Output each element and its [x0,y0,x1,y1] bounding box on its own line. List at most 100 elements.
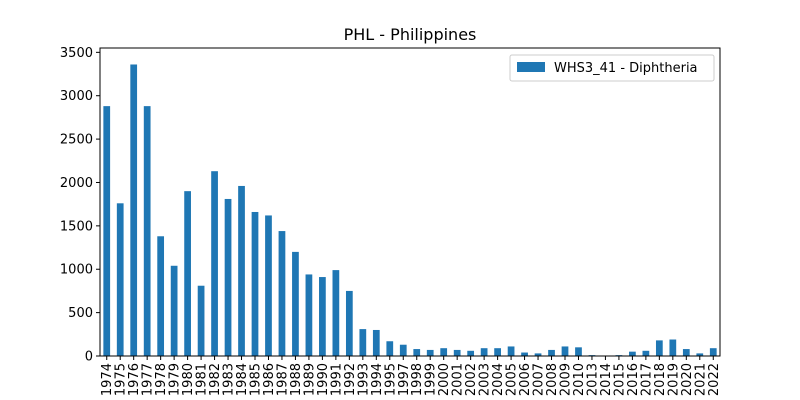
x-tick-label: 1976 [127,363,142,396]
x-tick-label: 1992 [343,363,358,396]
x-tick-label: 2022 [707,363,722,396]
x-tick-label: 2009 [559,363,574,396]
bar-2017 [642,350,650,356]
bar-1988 [292,251,299,356]
bar-1986 [265,215,272,356]
bar-1979 [170,265,178,356]
x-tick-label: 2006 [518,363,533,396]
x-tick-label: 1986 [262,363,277,396]
x-tick-label: 1975 [114,363,129,396]
bar-1983 [224,198,232,356]
bar-2006 [521,352,528,356]
bar-2010 [575,347,582,356]
bar-1978 [157,236,165,356]
bar-2021 [696,353,704,356]
x-tick-label: 1984 [235,363,250,396]
x-tick-label: 1989 [302,363,317,396]
x-axis: 1974197519761977197819791980198119821983… [100,356,722,396]
bar-1984 [238,185,245,356]
bar-2020 [682,349,690,356]
bar-1981 [197,285,205,356]
y-tick-label: 500 [68,306,93,321]
bar-1991 [332,270,340,356]
x-tick-label: 1985 [249,363,264,396]
bar-1995 [386,341,394,356]
x-tick-label: 1983 [222,363,237,396]
bar-1997 [399,344,407,356]
bar-2000 [440,348,448,356]
bar-1998 [413,349,421,356]
plot-frame [99,47,721,357]
bar-2019 [669,339,677,356]
bar-1974 [103,106,111,356]
y-tick-label: 1500 [60,219,93,234]
bar-1993 [359,329,367,356]
x-tick-label: 1993 [356,363,371,396]
x-tick-label: 1977 [141,363,156,396]
x-tick-label: 2004 [491,363,506,396]
x-tick-label: 2018 [653,363,668,396]
bar-1975 [116,203,124,356]
bar-2007 [534,353,542,356]
x-tick-label: 2020 [680,363,695,396]
x-tick-label: 2015 [612,363,627,396]
y-tick-label: 3000 [60,89,93,104]
x-tick-label: 1997 [397,363,412,396]
x-tick-label: 1999 [424,363,439,396]
bar-1987 [278,231,286,356]
y-tick-label: 0 [85,350,93,365]
bar-1999 [426,349,434,356]
bar-1982 [211,171,218,356]
x-tick-label: 2001 [451,363,466,396]
x-tick-label: 1990 [316,363,331,396]
y-tick-label: 1000 [60,263,93,278]
legend-box [509,54,715,82]
x-tick-label: 2021 [693,363,708,396]
bar-2004 [494,348,501,356]
x-tick-label: 1987 [275,363,290,396]
x-tick-label: 1981 [195,363,210,396]
bar-1994 [372,329,380,356]
bar-2008 [548,349,555,356]
x-tick-label: 1994 [370,363,385,396]
bar-2002 [467,350,475,356]
x-tick-label: 1978 [154,363,169,396]
x-tick-label: 1974 [100,363,115,396]
legend: WHS3_41 - Diphtheria [509,54,715,82]
legend-swatch [517,62,545,72]
x-tick-label: 2017 [639,363,654,396]
bar-1977 [143,106,151,356]
bar-2005 [507,346,515,356]
bar-1976 [130,64,138,357]
x-tick-label: 2008 [545,363,560,396]
bar-2001 [453,349,461,356]
x-tick-label: 2019 [666,363,681,396]
y-tick-label: 2000 [60,176,93,191]
bar-2016 [629,351,636,356]
y-tick-label: 3500 [60,46,93,61]
bar-1980 [184,191,191,356]
x-tick-label: 1991 [329,363,344,396]
bar-1990 [319,277,326,356]
x-tick-label: 1998 [410,363,425,396]
x-tick-label: 2000 [437,363,452,396]
x-tick-label: 1982 [208,363,223,396]
bar-2009 [561,346,569,356]
bar-2003 [480,348,488,356]
bar-1989 [305,274,313,356]
chart-title: PHL - Philippines [344,25,477,44]
x-tick-label: 1979 [168,363,183,396]
x-tick-label: 2005 [505,363,520,396]
legend-label: WHS3_41 - Diphtheria [554,61,698,76]
bar-2018 [655,340,663,356]
x-tick-label: 2016 [626,363,641,396]
bar-1985 [251,211,259,356]
y-axis: 0 500 1000 1500 2000 2500 3000 3500 [60,46,100,365]
x-tick-label: 2010 [572,363,587,396]
x-tick-label: 2014 [599,363,614,396]
x-tick-label: 2007 [532,363,547,396]
x-tick-label: 2003 [478,363,493,396]
y-tick-label: 2500 [60,133,93,148]
x-tick-label: 2013 [585,363,600,396]
